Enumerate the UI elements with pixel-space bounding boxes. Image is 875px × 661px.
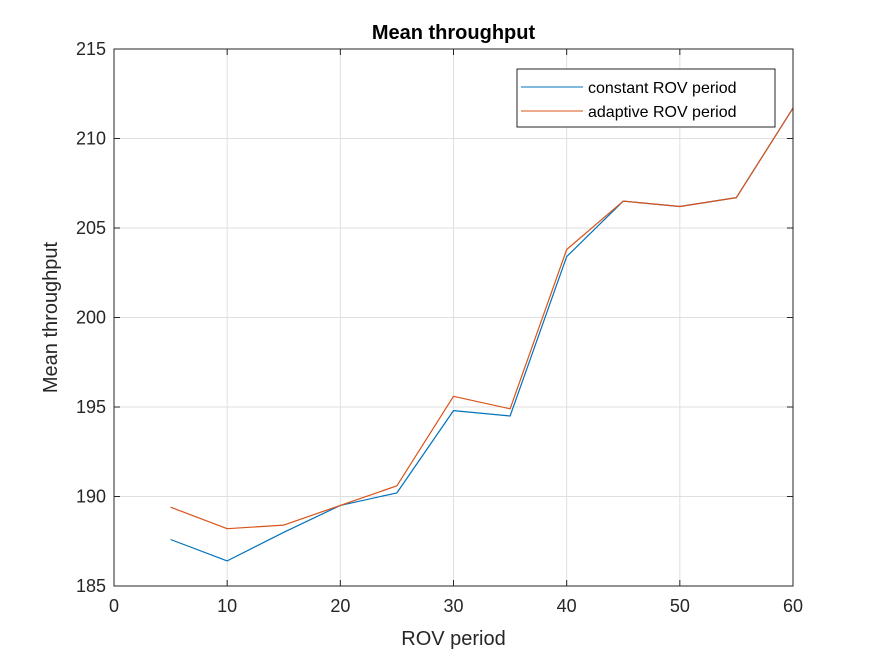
tick-labels: 0 10 20 30 40 50 60 185 190 195 200 205 210 215: [76, 39, 803, 616]
x-tick-label: 10: [217, 596, 237, 616]
y-tick-label: 195: [76, 397, 106, 417]
grid: [114, 49, 793, 586]
legend: constant ROV period adaptive ROV period: [516, 68, 776, 128]
x-tick-label: 0: [109, 596, 119, 616]
series-line-constant: [170, 107, 794, 562]
x-axis-title: ROV period: [401, 628, 506, 650]
y-tick-label: 190: [76, 487, 106, 507]
legend-label-constant: constant ROV period: [588, 80, 737, 97]
series-line-adaptive: [170, 107, 794, 530]
y-tick-label: 210: [76, 129, 106, 149]
y-tick-label: 200: [76, 308, 106, 328]
y-tick-label: 215: [76, 39, 106, 59]
legend-box: [516, 68, 776, 128]
legend-label-adaptive: adaptive ROV period: [588, 104, 737, 121]
series-lines: [170, 107, 794, 562]
axis-ticks: [113, 48, 794, 587]
y-tick-label: 205: [76, 218, 106, 238]
x-tick-label: 30: [443, 596, 463, 616]
x-tick-label: 60: [783, 596, 803, 616]
x-tick-label: 40: [557, 596, 577, 616]
chart-title: Mean throughput: [372, 22, 536, 44]
y-tick-label: 185: [76, 576, 106, 596]
x-tick-label: 20: [330, 596, 350, 616]
y-axis-title: Mean throughput: [40, 241, 62, 393]
x-tick-label: 50: [670, 596, 690, 616]
